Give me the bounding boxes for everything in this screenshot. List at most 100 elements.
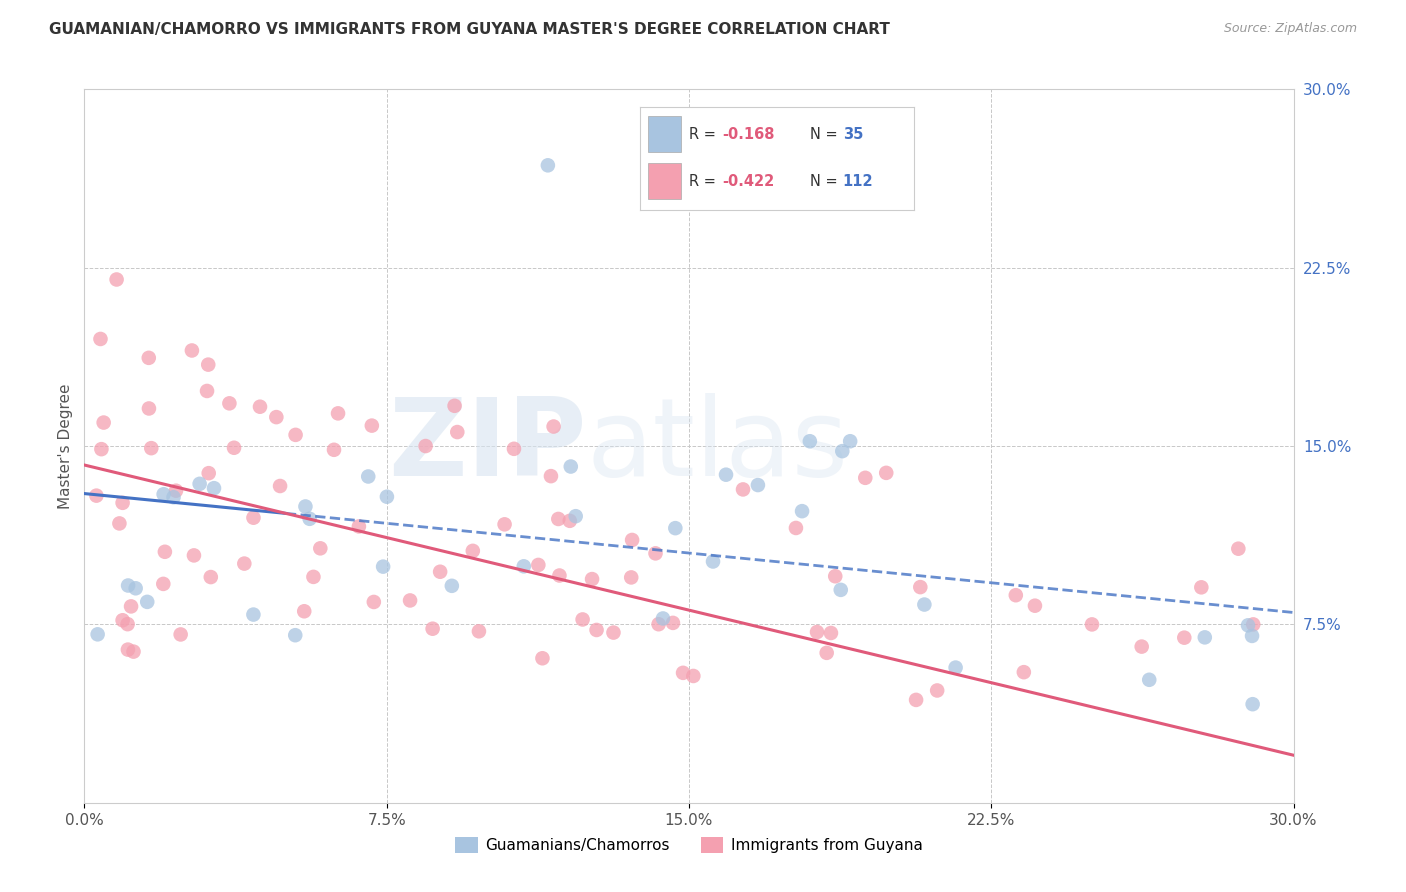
Point [560,459,582,474]
Point [117,617,139,632]
Point [117,642,139,657]
Point [527,558,550,572]
Point [326,406,349,420]
Point [839,434,862,449]
Point [165,483,187,498]
Point [90,442,112,457]
Point [910,580,932,594]
Point [141,441,163,455]
Point [547,512,569,526]
Point [375,490,398,504]
Point [120,599,142,614]
Point [585,623,607,637]
Point [1130,640,1153,654]
Point [461,544,484,558]
Text: 35: 35 [842,127,863,142]
Point [415,439,437,453]
Point [927,683,949,698]
Point [652,611,675,625]
Point [371,559,394,574]
Point [581,572,603,586]
Text: -0.168: -0.168 [723,127,775,142]
Text: N =: N = [810,127,842,142]
Point [105,272,128,286]
Text: atlas: atlas [586,393,848,499]
Point [188,476,211,491]
Point [644,546,666,560]
Point [195,384,218,398]
Point [298,512,321,526]
Point [853,471,876,485]
Point [108,516,131,531]
Legend: Guamanians/Chamorros, Immigrants from Guyana: Guamanians/Chamorros, Immigrants from Gu… [449,831,929,859]
Point [831,444,853,458]
Point [1004,588,1026,602]
Point [830,582,852,597]
Text: GUAMANIAN/CHAMORRO VS IMMIGRANTS FROM GUYANA MASTER'S DEGREE CORRELATION CHART: GUAMANIAN/CHAMORRO VS IMMIGRANTS FROM GU… [49,22,890,37]
Point [111,496,134,510]
Point [294,500,316,514]
Point [284,428,307,442]
Point [249,400,271,414]
Point [1241,617,1264,632]
Point [357,469,380,483]
Point [494,517,516,532]
Text: N =: N = [810,174,842,189]
Point [815,646,838,660]
Text: R =: R = [689,127,721,142]
Point [537,158,560,172]
Point [548,568,571,582]
Text: -0.422: -0.422 [723,174,775,189]
Point [202,481,225,495]
Point [621,533,644,547]
Point [122,645,145,659]
Point [284,628,307,642]
Point [242,510,264,524]
Point [89,332,111,346]
Point [664,521,686,535]
Point [785,521,807,535]
Point [513,559,536,574]
Point [86,489,108,503]
Point [1227,541,1250,556]
Point [136,595,159,609]
Bar [648,163,681,199]
Point [647,617,669,632]
Point [945,660,967,674]
Point [1081,617,1104,632]
Point [747,478,769,492]
Point [602,625,624,640]
Point [292,604,315,618]
Point [468,624,491,639]
Point [564,509,586,524]
Point [543,419,565,434]
Point [162,490,184,504]
Point [1137,673,1160,687]
Bar [648,116,681,153]
Point [905,693,928,707]
Point [242,607,264,622]
Text: ZIP: ZIP [388,393,586,499]
Point [323,442,346,457]
Point [558,514,581,528]
Point [806,625,828,640]
Point [302,570,325,584]
Point [1189,580,1212,594]
Point [233,557,256,571]
Point [93,416,115,430]
Point [197,466,219,480]
Point [117,578,139,592]
Text: Source: ZipAtlas.com: Source: ZipAtlas.com [1223,22,1357,36]
Point [200,570,222,584]
Point [152,487,174,501]
Point [540,469,562,483]
Point [1237,618,1260,632]
Point [662,615,685,630]
Point [1024,599,1046,613]
Point [1241,629,1264,643]
Point [875,466,897,480]
Point [197,358,219,372]
Point [824,569,846,583]
Point [266,410,288,425]
Point [180,343,202,358]
